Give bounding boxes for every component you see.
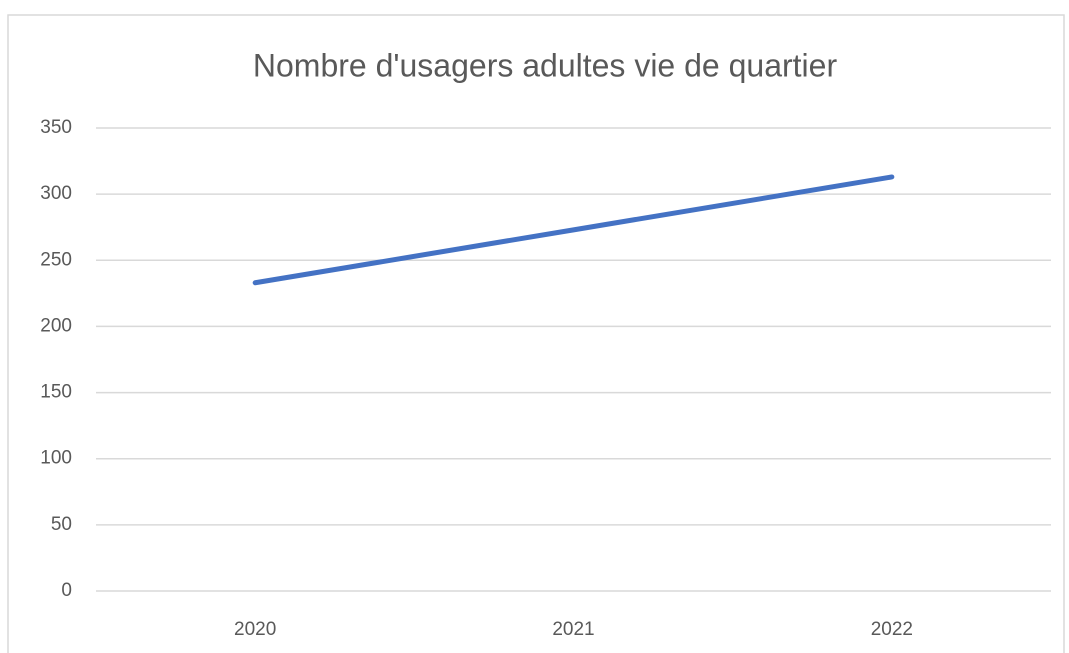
y-tick-label: 150 — [40, 382, 72, 403]
y-tick-label: 250 — [40, 249, 72, 270]
x-tick-label: 2020 — [234, 619, 276, 640]
x-tick-label: 2021 — [552, 619, 594, 640]
y-tick-label: 50 — [51, 514, 72, 535]
y-tick-label: 200 — [40, 315, 72, 336]
data-line — [252, 174, 895, 286]
y-tick-label: 300 — [40, 183, 72, 204]
y-tick-label: 350 — [40, 117, 72, 138]
y-tick-label: 100 — [40, 448, 72, 469]
chart-border — [7, 14, 1065, 653]
chart-title: Nombre d'usagers adultes vie de quartier — [253, 47, 838, 83]
x-tick-label: 2022 — [871, 619, 913, 640]
y-tick-label: 0 — [61, 580, 72, 601]
